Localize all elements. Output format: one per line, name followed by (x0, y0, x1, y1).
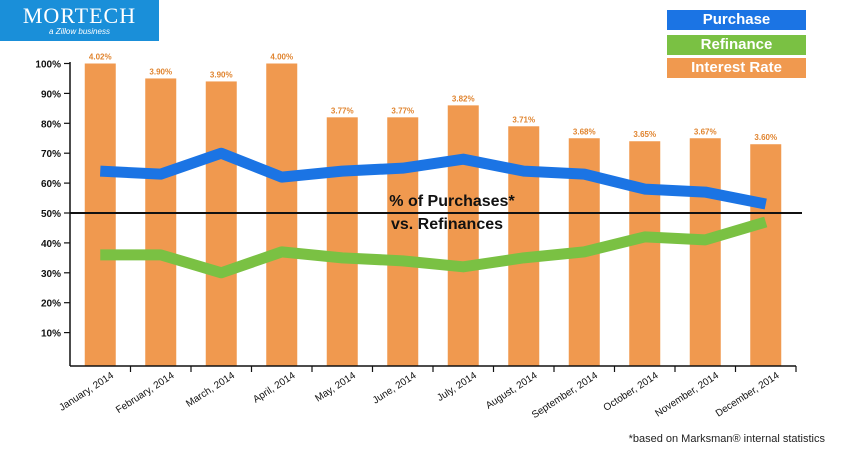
interest-rate-bar (84, 63, 116, 366)
interest-rate-label: 3.71% (512, 115, 535, 124)
y-tick-label: 60% (41, 179, 61, 190)
footnote: *based on Marksman® internal statistics (628, 433, 825, 445)
x-tick-label: April, 2014 (251, 370, 297, 406)
y-tick-label: 10% (41, 329, 61, 340)
y-tick-label: 70% (41, 149, 61, 160)
x-tick-label: May, 2014 (313, 370, 358, 404)
y-tick-label: 100% (35, 60, 61, 71)
interest-rate-bar (508, 126, 540, 366)
interest-rate-label: 3.90% (210, 70, 233, 79)
x-tick-label: November, 2014 (653, 370, 721, 419)
interest-rate-bar (266, 63, 298, 366)
interest-rate-bar (205, 81, 237, 366)
x-tick-label: March, 2014 (184, 370, 237, 410)
chart-title-line-1: % of Purchases* (389, 193, 515, 210)
y-tick-label: 30% (41, 269, 61, 280)
chart-title-line-2: vs. Refinances (391, 216, 503, 233)
interest-rate-label: 3.67% (694, 127, 717, 136)
x-tick-label: June, 2014 (371, 370, 419, 406)
y-tick-label: 90% (41, 89, 61, 100)
interest-rate-label: 3.77% (331, 106, 354, 115)
interest-rate-label: 3.82% (452, 94, 475, 103)
interest-rate-bar (326, 117, 358, 366)
legend-purchase: Purchase (667, 10, 806, 30)
x-tick-label: September, 2014 (530, 370, 600, 421)
x-tick-label: August, 2014 (484, 370, 540, 412)
legend-refinance: Refinance (667, 35, 806, 55)
y-tick-label: 20% (41, 299, 61, 310)
interest-rate-bar (387, 117, 419, 366)
interest-rate-bar (750, 144, 782, 366)
x-tick-label: July, 2014 (435, 370, 479, 404)
x-tick-label: February, 2014 (114, 370, 177, 416)
mortech-logo: MORTECH a Zillow business (0, 0, 159, 41)
interest-rate-bar (145, 78, 177, 366)
logo-name: MORTECH (22, 3, 137, 28)
y-tick-label: 80% (41, 119, 61, 130)
legend-interest-rate: Interest Rate (667, 58, 806, 78)
y-tick-label: 40% (41, 239, 61, 250)
interest-rate-label: 3.90% (149, 67, 172, 76)
interest-rate-label: 4.02% (89, 53, 112, 62)
y-tick-label: 50% (41, 209, 61, 220)
interest-rate-label: 3.77% (391, 106, 414, 115)
interest-rate-label: 3.65% (633, 130, 656, 139)
interest-rate-bar (447, 105, 479, 367)
interest-rate-bar (689, 138, 721, 366)
interest-rate-label: 3.68% (573, 127, 596, 136)
x-tick-label: October, 2014 (602, 370, 661, 414)
interest-rate-label: 3.60% (754, 133, 777, 142)
refinance-line (100, 216, 768, 279)
interest-rate-label: 4.00% (270, 53, 293, 62)
x-tick-label: January, 2014 (57, 370, 116, 414)
x-tick-label: December, 2014 (714, 370, 782, 419)
purchase-line (99, 147, 767, 210)
logo-tagline: a Zillow business (49, 27, 110, 36)
interest-rate-bar (629, 141, 661, 366)
